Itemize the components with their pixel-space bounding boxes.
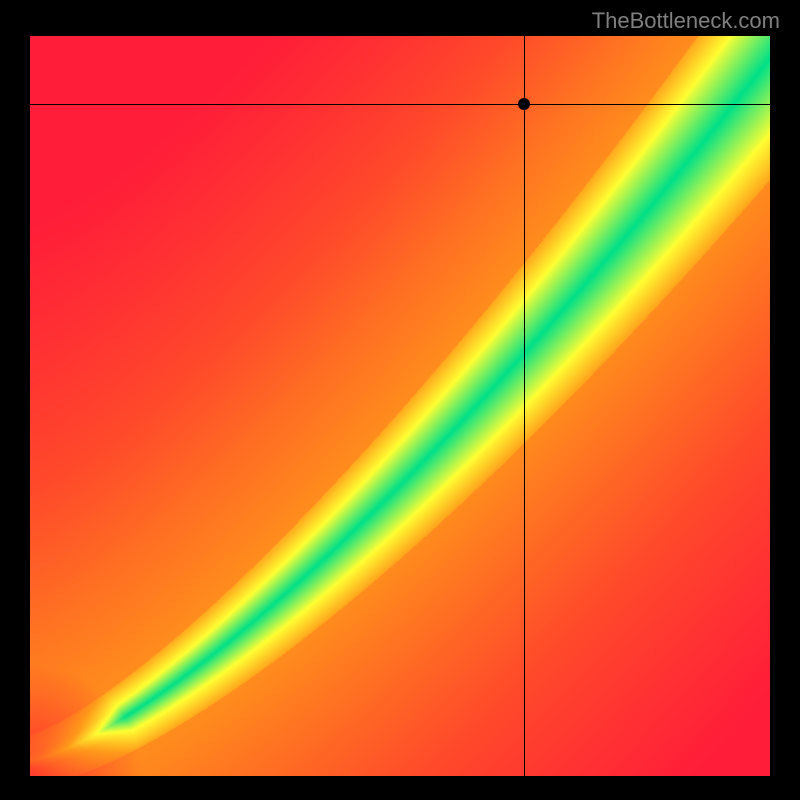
plot-area <box>30 36 770 776</box>
watermark-text: TheBottleneck.com <box>592 8 780 34</box>
heatmap-canvas <box>30 36 770 776</box>
